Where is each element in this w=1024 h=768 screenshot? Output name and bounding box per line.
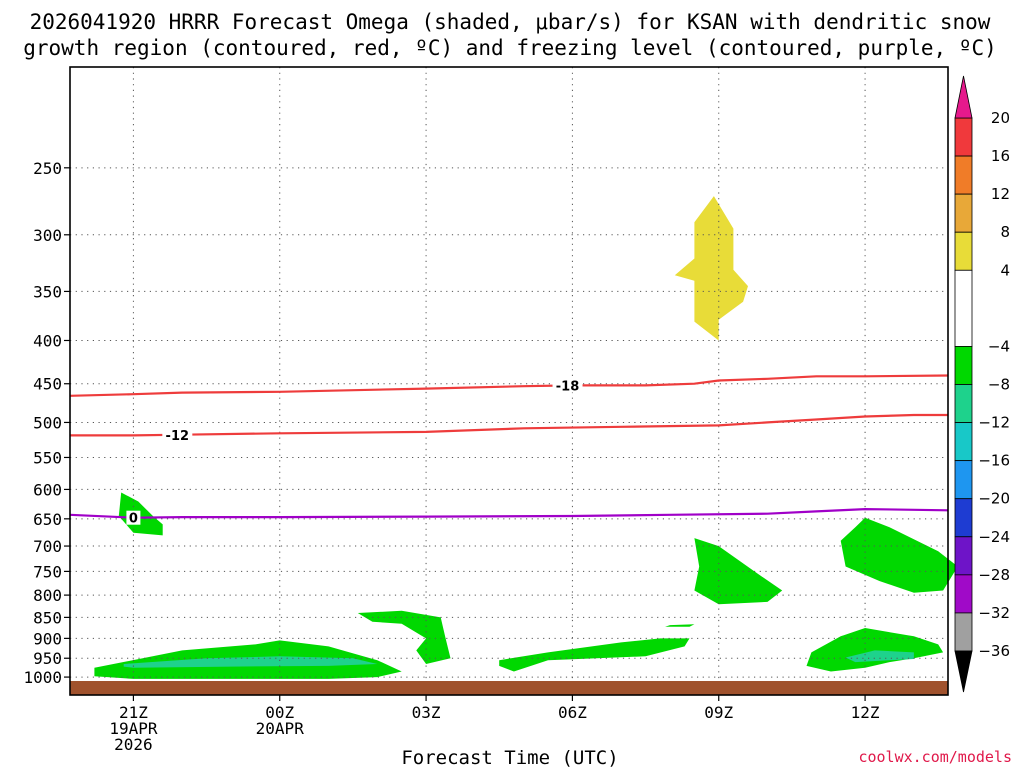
colorbar-label--32: −32 xyxy=(978,604,1010,622)
chart-title-line2: growth region (contoured, red, ºC) and f… xyxy=(23,36,997,60)
y-tick-label-250: 250 xyxy=(33,159,62,178)
colorbar-band--24--20 xyxy=(954,498,973,538)
colorbar-band-12-16 xyxy=(954,155,973,195)
y-tick-label-1000: 1000 xyxy=(23,668,62,687)
colorbar-label-8: 8 xyxy=(1000,223,1010,241)
freezing-level-label-bg xyxy=(126,510,141,525)
dgz-minus18-label: -18 xyxy=(556,379,580,394)
colorbar-label--4: −4 xyxy=(988,337,1010,355)
y-tick-label-600: 600 xyxy=(33,480,62,499)
colorbar-band--20--16 xyxy=(954,460,973,500)
plot-frame xyxy=(69,66,949,696)
dotted-grid xyxy=(70,67,948,695)
y-tick-label-500: 500 xyxy=(33,413,62,432)
omega-neg4-region-g xyxy=(806,628,944,672)
plot-background xyxy=(70,67,948,695)
y-tick-label-900: 900 xyxy=(33,629,62,648)
x-tick-label-09Z: 09Z xyxy=(704,703,733,722)
omega-neg4-region-f xyxy=(665,624,695,627)
terrain-ground-bar xyxy=(70,681,948,695)
y-tick-label-350: 350 xyxy=(33,282,62,301)
plot-area xyxy=(70,67,948,695)
plot-border xyxy=(69,66,949,696)
colorbar-label--12: −12 xyxy=(978,414,1010,432)
colorbar-band-8-12 xyxy=(954,193,973,233)
omega-neg4-region-d xyxy=(499,638,690,672)
y-tick-label-750: 750 xyxy=(33,562,62,581)
dgz-minus12-label-bg xyxy=(162,427,193,442)
x-tick-label-00Z: 00Z xyxy=(265,703,294,722)
colorbar-label--20: −20 xyxy=(978,490,1010,508)
ground-layer xyxy=(70,681,948,695)
y-tick-label-300: 300 xyxy=(33,226,62,245)
colorbar-bottom-arrow xyxy=(954,650,973,693)
omega-shading xyxy=(94,196,958,679)
colorbar-label--28: −28 xyxy=(978,566,1010,584)
colorbar-band--16--12 xyxy=(954,422,973,462)
y-tick-label-400: 400 xyxy=(33,331,62,350)
freezing-level-label: 0 xyxy=(129,512,138,527)
colorbar-label--8: −8 xyxy=(988,376,1010,394)
colorbar-band--12--8 xyxy=(954,384,973,423)
x-tick-label-03Z: 03Z xyxy=(412,703,441,722)
colorbar-label--24: −24 xyxy=(978,528,1010,546)
colorbar-band--8--4 xyxy=(954,346,973,385)
y-tick-label-450: 450 xyxy=(33,375,62,394)
omega-neg4-region-h xyxy=(840,517,958,593)
credit-link[interactable]: coolwx.com/models xyxy=(858,748,1012,766)
omega-neg8-region-b xyxy=(845,650,914,663)
x-tick-label-19APR: 19APR xyxy=(109,719,158,738)
y-tick-label-950: 950 xyxy=(33,649,62,668)
colorbar: 20 16 12 8 4 −4 −8 −12 −16 −20 −24 −28 −32 −36 xyxy=(954,75,1010,693)
colorbar-band-4-8 xyxy=(954,231,973,271)
y-tick-label-800: 800 xyxy=(33,586,62,605)
y-tick-label-650: 650 xyxy=(33,510,62,529)
y-axis-ticks: 250 300 350 400 450 500 550 600 650 700 750 800 850 9… xyxy=(23,159,70,687)
colorbar-label--16: −16 xyxy=(978,452,1010,470)
x-tick-label-12Z: 12Z xyxy=(851,703,880,722)
colorbar-band--36--32 xyxy=(954,612,973,652)
x-tick-label-20APR: 20APR xyxy=(256,719,305,738)
omega-pos4-region xyxy=(674,196,748,341)
colorbar-label-20: 20 xyxy=(991,109,1010,127)
chart-title-line1: 2026041920 HRRR Forecast Omega (shaded, … xyxy=(30,10,991,34)
dgz-minus18-line xyxy=(69,374,949,397)
y-tick-label-550: 550 xyxy=(33,448,62,467)
colorbar-band--4-4 xyxy=(954,269,973,347)
dgz-minus18-label-bg xyxy=(552,378,583,393)
x-tick-label-2026: 2026 xyxy=(114,735,153,754)
freezing-level-line xyxy=(69,507,949,519)
omega-neg4-region-e xyxy=(694,538,783,605)
colorbar-band--28--24 xyxy=(954,536,973,576)
omega-neg4-region-c xyxy=(357,610,451,664)
dgz-minus12-label: -12 xyxy=(166,429,190,444)
y-tick-label-850: 850 xyxy=(33,608,62,627)
y-tick-label-700: 700 xyxy=(33,537,62,556)
omega-neg8-region-a xyxy=(123,656,378,668)
colorbar-label--36: −36 xyxy=(978,642,1010,660)
x-tick-label-06Z: 06Z xyxy=(558,703,587,722)
x-tick-label-21Z: 21Z xyxy=(119,703,148,722)
contour-lines: -18 -12 0 xyxy=(69,374,949,527)
x-axis-label: Forecast Time (UTC) xyxy=(401,747,618,768)
colorbar-top-arrow xyxy=(954,75,973,119)
colorbar-label-4: 4 xyxy=(1000,261,1010,279)
colorbar-label-12: 12 xyxy=(991,185,1010,203)
colorbar-band-16-20 xyxy=(954,117,973,157)
colorbar-label-16: 16 xyxy=(991,147,1010,165)
colorbar-band--32--28 xyxy=(954,574,973,614)
